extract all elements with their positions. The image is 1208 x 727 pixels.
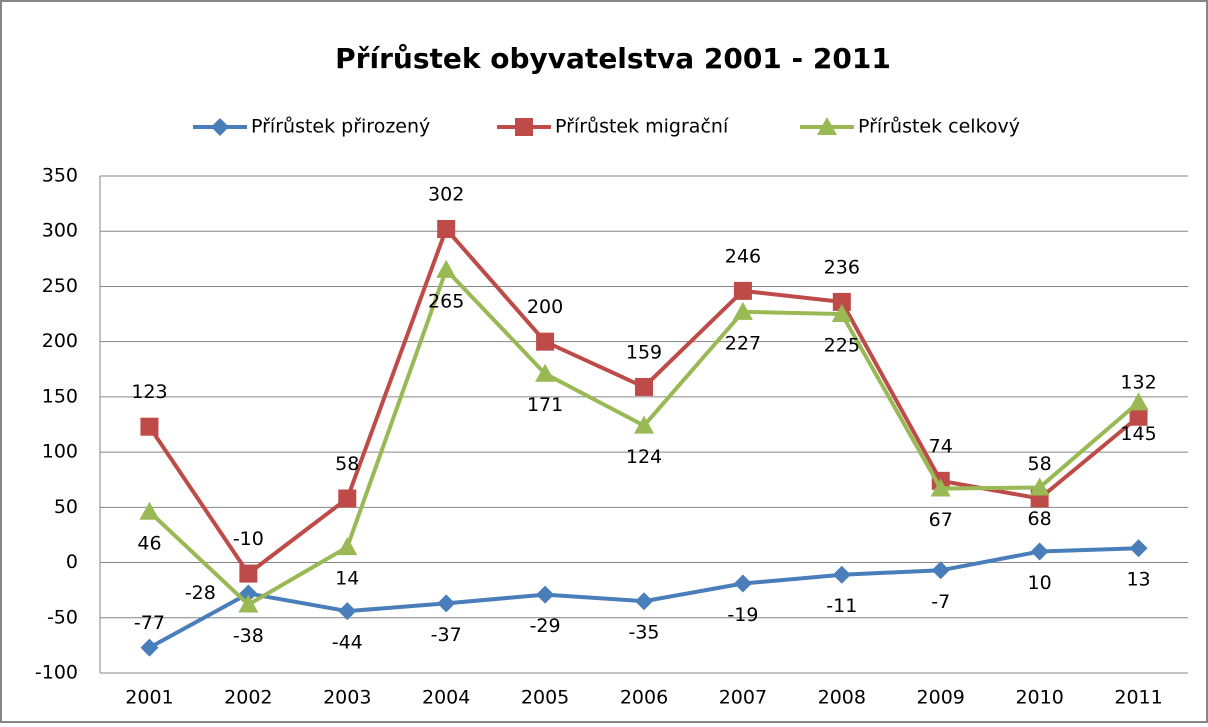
marker [140,417,159,436]
data-label: 265 [428,290,464,312]
data-label: 13 [1126,569,1150,591]
chart-title: Přírůstek obyvatelstva 2001 - 2011 [335,42,891,75]
data-label: 159 [626,341,662,363]
x-tick-label: 2003 [323,687,371,709]
x-tick-label: 2006 [620,687,668,709]
marker [1129,407,1148,426]
legend-label: Přírůstek přirozený [251,116,430,138]
y-tick-label: -100 [35,662,78,684]
x-tick-label: 2010 [1015,687,1063,709]
data-label: 236 [824,256,860,278]
marker [930,478,951,497]
y-tick-label: -50 [47,606,78,628]
marker [535,363,556,382]
marker [536,332,555,351]
data-label: 74 [929,435,953,457]
legend-label: Přírůstek migrační [555,116,729,138]
marker [437,594,456,613]
data-label: 58 [1028,453,1052,475]
marker [1029,477,1050,496]
marker [1128,392,1149,411]
marker [732,301,753,320]
y-tick-label: 200 [42,330,78,352]
x-tick-label: 2008 [818,687,866,709]
data-label: -29 [530,615,561,637]
data-label: -11 [826,595,857,617]
marker [139,501,160,520]
data-label: -28 [185,582,216,604]
y-tick-label: 150 [42,385,78,407]
marker [733,281,752,300]
marker [239,564,258,583]
y-tick-label: 0 [66,551,78,573]
marker [436,259,457,278]
marker [536,585,555,604]
data-label: 171 [527,394,563,416]
x-tick-label: 2004 [422,687,470,709]
data-label: 227 [725,332,761,354]
marker [1030,542,1049,561]
data-label: 58 [335,453,359,475]
x-tick-label: 2011 [1114,687,1162,709]
y-tick-label: 300 [42,220,78,242]
legend-marker [211,118,229,136]
x-tick-label: 2001 [125,687,173,709]
y-tick-label: 50 [54,496,78,518]
x-tick-label: 2002 [224,687,272,709]
data-label: 67 [929,509,953,531]
marker [931,561,950,580]
data-label: 123 [131,381,167,403]
marker [831,304,852,323]
legend-marker [515,118,533,136]
data-label: 246 [725,245,761,267]
marker [338,602,357,621]
legend-label: Přírůstek celkový [858,116,1020,138]
data-label: -37 [431,624,462,646]
marker [238,594,259,613]
data-label: -10 [233,528,264,550]
y-tick-label: 250 [42,275,78,297]
data-label: -77 [134,612,165,634]
marker [337,537,358,556]
data-label: 10 [1028,572,1052,594]
data-label: -38 [233,625,264,647]
data-label: 145 [1120,423,1156,445]
marker [1129,539,1148,558]
y-tick-label: 100 [42,441,78,463]
data-label: -7 [931,591,950,613]
marker [733,574,752,593]
x-tick-label: 2009 [917,687,965,709]
marker [634,415,654,434]
data-label: -19 [727,604,758,626]
marker [635,592,653,611]
data-label: -44 [332,632,363,654]
legend-marker [817,117,837,135]
marker [635,377,653,396]
marker [832,565,851,584]
marker [437,220,456,239]
x-tick-label: 2005 [521,687,569,709]
marker [832,292,851,311]
data-label: 46 [137,532,161,554]
x-tick-label: 2007 [719,687,767,709]
marker [338,489,357,508]
data-label: 68 [1028,508,1052,530]
y-tick-label: 350 [42,165,78,187]
data-label: 124 [626,446,662,468]
data-label: 302 [428,184,464,206]
data-label: 225 [824,335,860,357]
data-label: -35 [628,622,659,644]
data-label: 14 [335,568,359,590]
marker [140,638,159,657]
data-label: 132 [1120,371,1156,393]
data-label: 200 [527,296,563,318]
